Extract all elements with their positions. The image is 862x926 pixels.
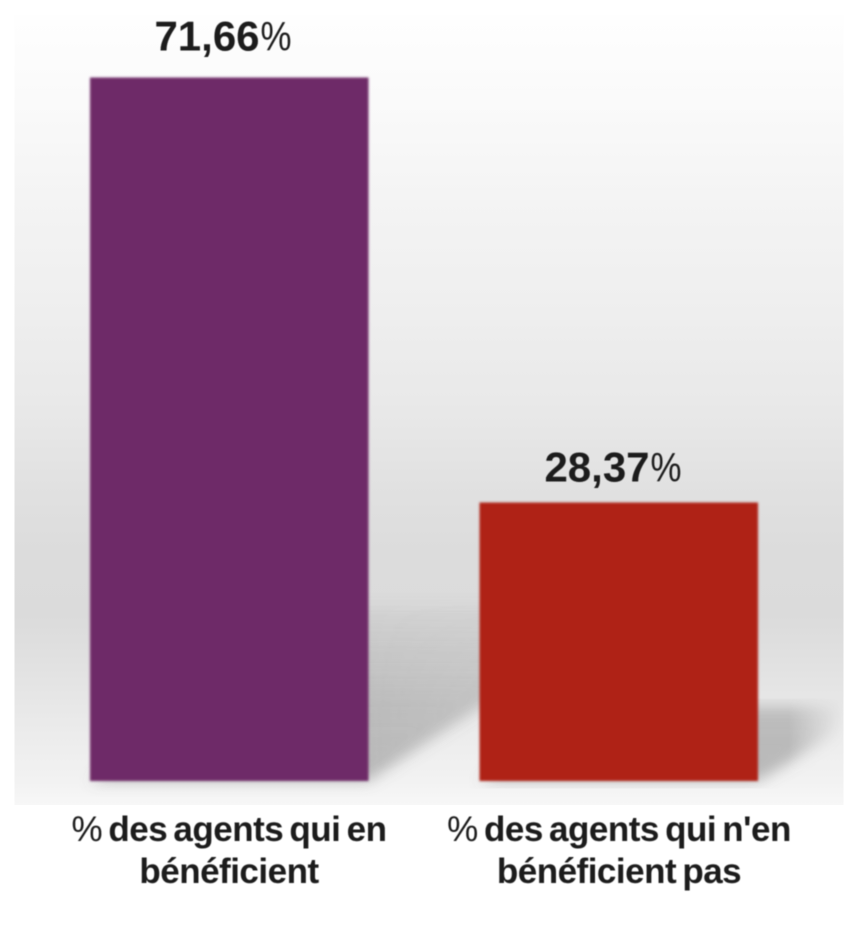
svg-text:bénéficient: bénéficient xyxy=(139,852,319,891)
svg-text:71,66%: 71,66% xyxy=(154,13,291,60)
svg-text:% des agents qui n'en: % des agents qui n'en xyxy=(447,810,791,849)
svg-text:bénéficient pas: bénéficient pas xyxy=(497,852,741,891)
svg-text:28,37%: 28,37% xyxy=(544,444,681,491)
svg-text:% des agents qui en: % des agents qui en xyxy=(72,810,387,849)
